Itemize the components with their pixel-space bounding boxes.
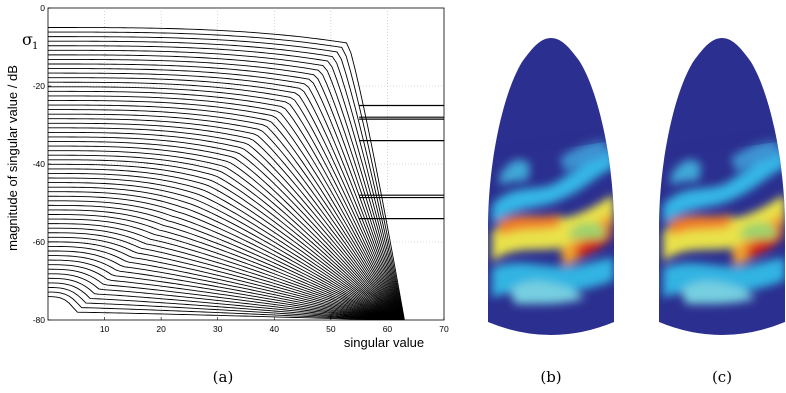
curve-line xyxy=(48,259,388,320)
curve-line xyxy=(48,250,389,320)
surface-heatmap-c xyxy=(659,38,785,335)
y-axis-label: magnitude of singular value / dB xyxy=(5,65,20,251)
x-tick-label: 50 xyxy=(326,324,336,334)
x-axis-label: singular value xyxy=(344,335,424,350)
curve-line xyxy=(48,90,401,320)
caption-b: (b) xyxy=(540,368,561,386)
curve-line xyxy=(48,264,388,320)
curve-line xyxy=(48,154,396,320)
curve-line xyxy=(48,218,391,320)
horizontal-levels xyxy=(359,104,444,220)
sigma-subscript: 1 xyxy=(32,41,38,52)
curve-line xyxy=(48,58,403,320)
curve-line xyxy=(48,273,387,320)
surface-heatmap-b xyxy=(488,38,614,335)
curve-line xyxy=(48,113,399,320)
curve-line xyxy=(48,150,396,320)
curve-line xyxy=(48,109,399,320)
curve-line xyxy=(48,68,402,320)
curve-line xyxy=(48,255,388,320)
curve-line xyxy=(48,236,390,320)
curve-line xyxy=(48,77,402,320)
curve-line xyxy=(48,45,404,320)
x-tick-label: 30 xyxy=(213,324,223,334)
curve-line xyxy=(48,245,389,320)
curve-line xyxy=(48,131,398,320)
y-tick-label: -40 xyxy=(33,159,46,169)
curve-line xyxy=(48,40,404,320)
curve-line xyxy=(48,136,397,320)
curve-line xyxy=(48,145,397,320)
curve-line xyxy=(48,282,386,320)
curve-line xyxy=(48,54,403,320)
panel-c: (c) xyxy=(659,38,785,386)
curve-line xyxy=(48,209,392,320)
sigma-annotation: σ xyxy=(22,30,33,49)
curve-line xyxy=(48,296,385,320)
curve-line xyxy=(48,127,398,320)
curve-line xyxy=(48,287,386,320)
curve-line xyxy=(48,200,392,320)
caption-a: (a) xyxy=(213,368,234,386)
curve-line xyxy=(48,86,401,320)
y-tick-label: -60 xyxy=(33,237,46,247)
curve-line xyxy=(48,191,393,320)
curve-line xyxy=(48,163,395,320)
x-tick-label: 10 xyxy=(100,324,110,334)
curve-line xyxy=(48,95,400,320)
curve-line xyxy=(48,27,405,320)
curve-line xyxy=(48,291,385,320)
curve-line xyxy=(48,49,404,320)
curve-line xyxy=(48,122,398,320)
y-tick-label: 0 xyxy=(40,3,45,13)
curve-line xyxy=(48,72,402,320)
panel-a: 10 20 30 40 50 60 70 0 -20 -40 -60 -80 σ 1 singula… xyxy=(5,3,449,386)
curve-line xyxy=(48,182,394,320)
x-tick-label: 20 xyxy=(156,324,166,334)
y-tick-label: -20 xyxy=(33,81,46,91)
curve-line xyxy=(48,173,394,320)
curve-line xyxy=(48,227,390,320)
x-tick-label: 60 xyxy=(383,324,393,334)
panel-b: (b) xyxy=(488,38,614,386)
curve-family xyxy=(48,27,405,320)
curve-line xyxy=(48,204,392,320)
curve-line xyxy=(48,168,395,320)
x-tick-labels: 10 20 30 40 50 60 70 xyxy=(100,317,449,334)
x-tick-label: 40 xyxy=(270,324,280,334)
curve-line xyxy=(48,36,405,320)
curve-line xyxy=(48,104,400,320)
y-tick-label: -80 xyxy=(33,315,46,325)
curve-line xyxy=(48,141,397,320)
curve-line xyxy=(48,31,405,320)
curve-line xyxy=(48,277,386,320)
curve-line xyxy=(48,223,391,320)
curve-line xyxy=(48,195,393,320)
curve-line xyxy=(48,232,390,320)
curve-line xyxy=(48,177,394,320)
curve-line xyxy=(48,268,387,320)
curve-line xyxy=(48,214,391,320)
curve-line xyxy=(48,186,393,320)
caption-c: (c) xyxy=(712,368,732,386)
curve-line xyxy=(48,81,401,320)
y-tick-labels: 0 -20 -40 -60 -80 xyxy=(33,3,51,325)
curve-line xyxy=(48,241,389,320)
curve-line xyxy=(48,159,395,320)
curve-line xyxy=(48,118,399,320)
curve-line xyxy=(48,100,400,320)
x-tick-label: 70 xyxy=(439,324,449,334)
curve-line xyxy=(48,63,403,320)
